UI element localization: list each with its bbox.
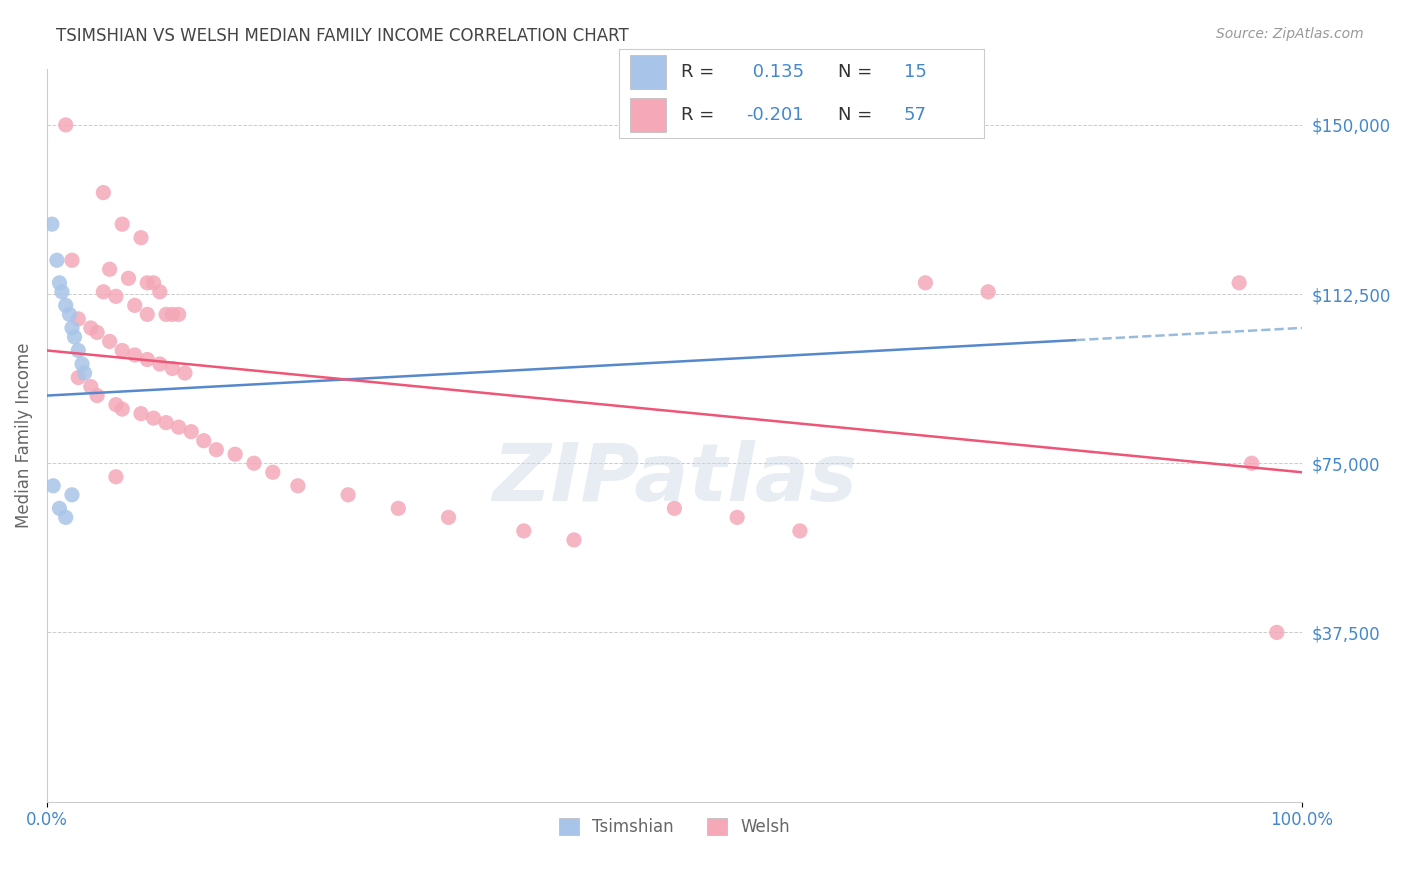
Point: [104, 398, 127, 412]
Point: [224, 447, 246, 461]
Point: [42, 479, 65, 493]
Point: [789, 524, 811, 538]
Point: [149, 357, 172, 371]
Point: [129, 230, 152, 244]
Point: [93, 285, 115, 299]
Point: [86, 388, 108, 402]
Point: [124, 298, 146, 312]
Point: [45, 253, 67, 268]
Point: [977, 285, 1000, 299]
Point: [93, 186, 115, 200]
Point: [111, 402, 134, 417]
Point: [67, 370, 90, 384]
Point: [117, 271, 139, 285]
Point: [104, 289, 127, 303]
FancyBboxPatch shape: [630, 55, 666, 89]
Text: N =: N =: [838, 63, 877, 81]
Point: [155, 307, 177, 321]
Text: R =: R =: [681, 63, 720, 81]
Legend: Tsimshian, Welsh: Tsimshian, Welsh: [550, 810, 799, 845]
Text: ZIPatlas: ZIPatlas: [492, 440, 856, 518]
Point: [205, 442, 228, 457]
Text: R =: R =: [681, 106, 720, 124]
Point: [111, 343, 134, 358]
Point: [55, 118, 77, 132]
Point: [287, 479, 309, 493]
Point: [60, 321, 83, 335]
Point: [136, 276, 159, 290]
Point: [664, 501, 686, 516]
Point: [58, 307, 80, 321]
Point: [80, 379, 103, 393]
Point: [142, 276, 165, 290]
Text: TSIMSHIAN VS WELSH MEDIAN FAMILY INCOME CORRELATION CHART: TSIMSHIAN VS WELSH MEDIAN FAMILY INCOME …: [56, 27, 628, 45]
Point: [67, 343, 90, 358]
Point: [562, 533, 585, 547]
Point: [155, 416, 177, 430]
Y-axis label: Median Family Income: Median Family Income: [15, 343, 32, 528]
FancyBboxPatch shape: [630, 98, 666, 132]
Point: [243, 456, 266, 470]
Point: [73, 366, 96, 380]
Point: [104, 470, 127, 484]
Point: [129, 407, 152, 421]
Text: -0.201: -0.201: [747, 106, 804, 124]
Point: [60, 488, 83, 502]
Point: [41, 217, 63, 231]
Point: [1240, 456, 1263, 470]
Point: [80, 321, 103, 335]
Point: [1227, 276, 1250, 290]
Point: [437, 510, 460, 524]
Text: 15: 15: [904, 63, 927, 81]
Point: [60, 253, 83, 268]
Point: [142, 411, 165, 425]
Point: [48, 501, 70, 516]
Point: [149, 285, 172, 299]
Point: [725, 510, 748, 524]
Point: [63, 330, 86, 344]
Point: [162, 361, 184, 376]
Point: [136, 307, 159, 321]
Point: [167, 307, 190, 321]
Point: [162, 307, 184, 321]
Point: [86, 326, 108, 340]
Point: [70, 357, 93, 371]
Point: [98, 262, 121, 277]
Point: [914, 276, 936, 290]
Point: [180, 425, 202, 439]
Text: N =: N =: [838, 106, 877, 124]
Point: [513, 524, 536, 538]
Text: 57: 57: [904, 106, 927, 124]
Point: [174, 366, 197, 380]
Point: [111, 217, 134, 231]
Point: [67, 311, 90, 326]
Point: [337, 488, 360, 502]
Point: [262, 465, 284, 479]
Point: [193, 434, 215, 448]
Point: [167, 420, 190, 434]
Point: [387, 501, 409, 516]
Point: [98, 334, 121, 349]
Point: [55, 510, 77, 524]
Point: [48, 276, 70, 290]
Text: Source: ZipAtlas.com: Source: ZipAtlas.com: [1216, 27, 1364, 41]
Point: [1265, 625, 1288, 640]
Point: [136, 352, 159, 367]
Point: [55, 298, 77, 312]
Point: [124, 348, 146, 362]
Point: [51, 285, 73, 299]
Text: 0.135: 0.135: [747, 63, 804, 81]
